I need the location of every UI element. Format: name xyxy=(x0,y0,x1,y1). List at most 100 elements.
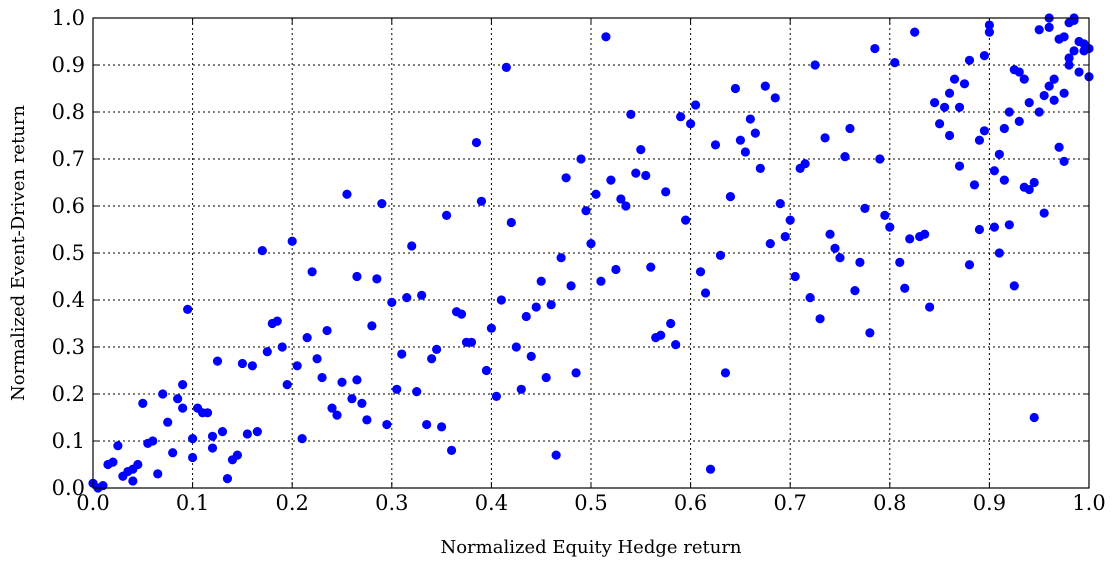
data-point xyxy=(1059,88,1069,98)
data-point xyxy=(347,394,357,404)
data-point xyxy=(1049,74,1059,84)
data-point xyxy=(621,201,631,211)
data-point xyxy=(377,199,387,209)
data-point xyxy=(402,293,412,303)
data-point xyxy=(252,427,262,437)
data-point xyxy=(994,149,1004,159)
x-tick-label: 0.7 xyxy=(773,491,806,515)
data-point xyxy=(1004,220,1014,230)
data-point xyxy=(297,434,307,444)
data-point xyxy=(581,206,591,216)
data-point xyxy=(476,196,487,206)
data-point xyxy=(790,271,800,282)
data-point xyxy=(521,311,531,322)
data-point xyxy=(1044,81,1054,91)
data-point xyxy=(242,429,252,439)
y-tick-label: 0.8 xyxy=(52,100,85,124)
data-point xyxy=(725,192,736,202)
data-point xyxy=(446,445,457,455)
data-point xyxy=(441,210,452,220)
x-tick-label: 0.2 xyxy=(275,491,308,515)
data-point xyxy=(999,123,1009,134)
data-point xyxy=(1039,208,1049,218)
data-point xyxy=(895,257,905,267)
x-tick-label: 0.4 xyxy=(475,491,508,515)
data-point xyxy=(656,330,666,340)
data-point xyxy=(1074,36,1084,47)
data-point xyxy=(481,365,492,376)
data-point xyxy=(695,267,706,277)
data-point xyxy=(133,459,143,470)
data-point xyxy=(1064,18,1074,28)
data-point xyxy=(237,358,247,369)
data-point xyxy=(272,316,282,326)
data-point xyxy=(257,246,267,256)
data-point xyxy=(954,161,965,171)
data-point xyxy=(611,264,621,275)
data-point xyxy=(138,398,148,408)
data-point xyxy=(342,189,352,199)
data-point xyxy=(939,102,950,112)
y-tick-label: 0.4 xyxy=(52,288,85,312)
data-point xyxy=(486,323,496,333)
data-point xyxy=(571,368,581,378)
data-point xyxy=(207,431,218,441)
data-point xyxy=(755,163,765,173)
data-point xyxy=(964,55,975,65)
data-point xyxy=(501,62,511,72)
data-point xyxy=(217,427,228,437)
x-axis-label: Normalized Equity Hedge return xyxy=(440,537,741,558)
data-point xyxy=(676,112,686,122)
data-point xyxy=(352,375,362,385)
data-point xyxy=(163,417,173,427)
data-point xyxy=(890,58,900,68)
data-point xyxy=(715,250,726,260)
data-point xyxy=(690,100,701,110)
data-point xyxy=(312,354,322,364)
data-point xyxy=(944,130,955,141)
y-tick-label: 0.0 xyxy=(52,476,85,500)
data-point xyxy=(999,175,1009,185)
data-point xyxy=(491,391,501,401)
data-point xyxy=(641,170,651,181)
data-point xyxy=(855,257,865,267)
data-point xyxy=(337,377,347,387)
data-point xyxy=(805,293,815,303)
data-point xyxy=(1024,98,1034,108)
y-tick-label: 0.9 xyxy=(52,53,85,77)
data-point xyxy=(317,372,327,383)
y-tick-label: 0.3 xyxy=(52,335,85,359)
data-point xyxy=(566,281,576,291)
data-point xyxy=(850,286,860,296)
data-point xyxy=(770,93,780,103)
data-point xyxy=(178,403,188,413)
data-point xyxy=(113,441,123,451)
data-point xyxy=(292,361,302,371)
data-point xyxy=(830,243,840,253)
data-point xyxy=(885,222,895,232)
y-tick-label: 0.5 xyxy=(52,241,85,265)
data-point xyxy=(860,203,870,213)
x-tick-label: 0.1 xyxy=(176,491,209,515)
x-tick-label: 0.3 xyxy=(375,491,408,515)
data-point xyxy=(1019,74,1029,84)
data-point xyxy=(561,173,571,183)
y-tick-label: 0.1 xyxy=(52,429,85,453)
data-point xyxy=(626,109,636,119)
data-point xyxy=(710,140,721,150)
data-point xyxy=(840,152,850,162)
data-point xyxy=(959,79,970,89)
data-point xyxy=(596,276,606,286)
data-point xyxy=(302,333,312,343)
y-tick-label: 1.0 xyxy=(52,6,85,30)
data-point xyxy=(427,354,437,364)
data-point xyxy=(989,166,999,176)
data-point xyxy=(496,295,506,305)
data-point xyxy=(128,476,138,486)
data-point xyxy=(327,403,337,413)
data-point xyxy=(183,304,193,314)
data-point xyxy=(307,267,317,277)
data-point xyxy=(900,283,910,293)
data-point xyxy=(332,410,342,420)
